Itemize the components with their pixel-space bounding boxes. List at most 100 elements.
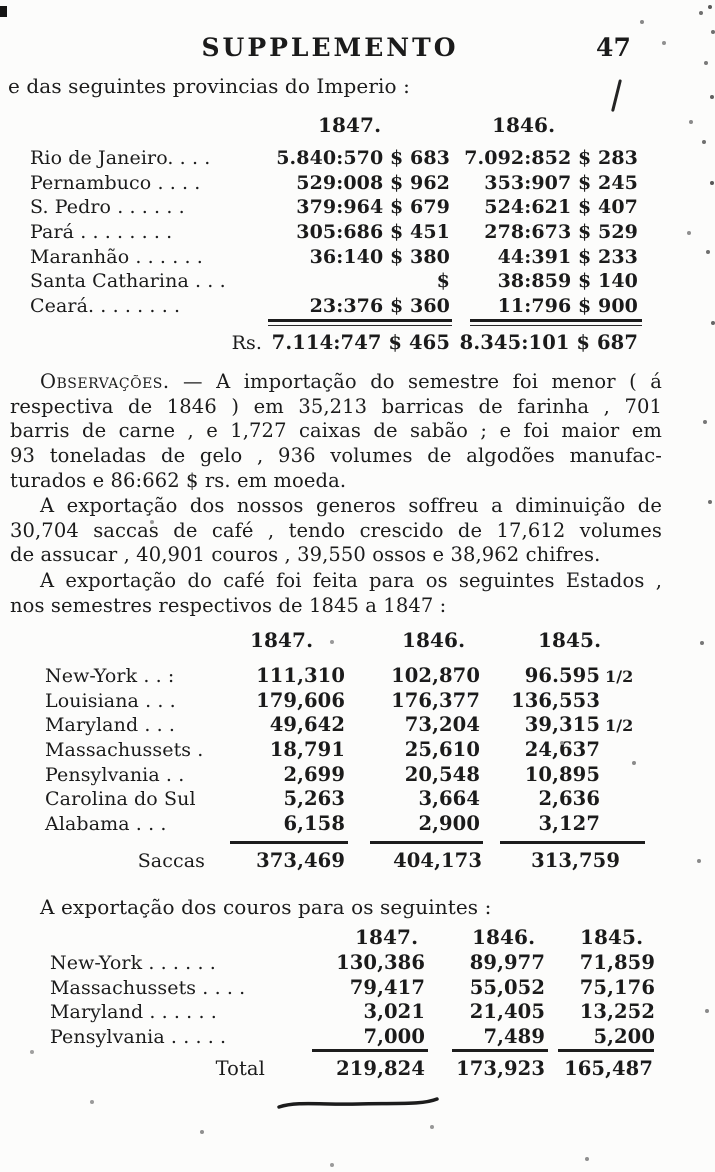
column-rule	[500, 841, 645, 844]
value-1846: 278:673 $ 529	[484, 221, 638, 244]
column-rule	[470, 319, 642, 322]
table-row: Pensylvania . . . . . 7,000 7,489 5,200	[50, 1025, 655, 1050]
paragraph-line: turados e 86:662 $ rs. em moeda.	[10, 468, 347, 492]
page-number: 47	[596, 33, 631, 62]
value-1846: 7.092:852 $ 283	[464, 147, 638, 169]
cafe-year-1846: 1846.	[402, 628, 466, 652]
value-1847: 79,417	[349, 975, 425, 999]
value-number: 24,637	[524, 738, 600, 762]
paragraph-line: de assucar , 40,901 couros , 39,550 osso…	[10, 543, 601, 567]
value-1846: 25,610	[404, 738, 480, 762]
cafe-total-row: Saccas 373,469 404,173 313,759	[45, 849, 645, 872]
imports-total-row: Rs. 7.114:747 $ 465 8.345:101 $ 687	[30, 331, 638, 354]
value-1847: 130,386	[336, 951, 425, 974]
state-label: Alabama . . .	[45, 813, 167, 836]
total-label: Rs.	[231, 332, 262, 354]
state-label: Pensylvania . .	[45, 763, 185, 786]
value-1847: 36:140 $ 380	[309, 245, 450, 268]
value-1846: 89,977	[469, 951, 545, 974]
value-1847: 6,158	[283, 812, 345, 836]
couros-year-1845: 1845.	[580, 925, 644, 949]
value-1845: 13,252	[579, 1000, 655, 1024]
paragraph-line: nos semestres respectivos de 1845 a 1847…	[10, 593, 447, 617]
state-label: Maryland . . .	[45, 714, 176, 737]
couros-intro-text: A exportação dos couros para os seguinte…	[40, 895, 492, 919]
generos-paragraph: A exportação dos nossos generos soffreu …	[10, 494, 662, 568]
couros-total-row: Total 219,824 173,923 165,487	[50, 1057, 655, 1080]
total-label: Saccas	[137, 850, 205, 872]
observacoes-paragraph: Observações. — A importação do semestre …	[10, 370, 662, 494]
province-label: Maranhão . . . . . .	[30, 245, 203, 268]
table-row: S. Pedro . . . . . . 379:964 $ 679 524:6…	[30, 195, 638, 220]
paragraph-line: respectiva de 1846 ) em 35,213 barricas …	[10, 394, 662, 418]
imports-year-1847: 1847.	[318, 113, 382, 137]
total-1847: 7.114:747 $ 465	[271, 331, 450, 354]
cafe-table: New-York . . : 111,310 102,870 96.595 1/2…	[45, 664, 645, 837]
total-1845: 165,487	[564, 1057, 653, 1080]
table-row: Santa Catharina . . . $ 38:859 $ 140	[30, 269, 638, 294]
table-row: Ceará. . . . . . . . 23:376 $ 360 11:796…	[30, 294, 638, 319]
value-1847: 379:964 $ 679	[296, 196, 450, 219]
total-1847: 373,469	[256, 849, 345, 872]
column-rule	[470, 325, 642, 326]
value-1846: 21,405	[469, 1000, 545, 1024]
value-1846: 2,900	[418, 812, 480, 836]
state-label: Louisiana . . .	[45, 689, 176, 712]
table-row: New-York . . : 111,310 102,870 96.595 1/2	[45, 664, 645, 689]
table-row: New-York . . . . . . 130,386 89,977 71,8…	[50, 951, 655, 976]
value-1847: 2,699	[283, 762, 345, 786]
state-label: New-York . . . . . .	[50, 952, 216, 974]
table-row: Carolina do Sul 5,263 3,664 2,636	[45, 787, 645, 812]
value-1847: 3,021	[363, 1000, 425, 1024]
column-rule	[452, 1049, 548, 1052]
value-1847: 5.840:570 $ 683	[276, 147, 450, 169]
couros-table: New-York . . . . . . 130,386 89,977 71,8…	[50, 951, 655, 1050]
value-1845: 2,636	[480, 787, 600, 812]
state-label: Pensylvania . . . . .	[50, 1026, 227, 1049]
value-1846: 102,870	[391, 664, 480, 687]
total-1846: 404,173	[393, 849, 482, 872]
table-row: Maryland . . . 49,642 73,204 39,315 1/2	[45, 713, 645, 738]
intro-text: e das seguintes provincias do Imperio :	[8, 74, 410, 98]
column-rule	[370, 841, 483, 844]
total-label: Total	[215, 1057, 265, 1080]
value-1846: 524:621 $ 407	[484, 196, 638, 219]
total-1846: 8.345:101 $ 687	[459, 331, 638, 354]
state-label: Massachussets . . . .	[50, 976, 246, 999]
value-1847: 49,642	[269, 713, 345, 737]
value-1846: 7,489	[483, 1025, 545, 1049]
value-number: 96.595	[524, 664, 600, 687]
page-title: SUPPLEMENTO	[201, 33, 459, 62]
value-fraction: 1/2	[605, 716, 634, 736]
table-row: Massachussets . 18,791 25,610 24,637	[45, 738, 645, 763]
flourish-rule	[277, 1097, 439, 1109]
value-number: 10,895	[524, 762, 600, 786]
province-label: Santa Catharina . . .	[30, 270, 226, 293]
value-number: 3,127	[538, 812, 600, 836]
cafe-intro-paragraph: A exportação do café foi feita para os s…	[10, 569, 662, 618]
value-1846: 20,548	[404, 762, 480, 786]
value-1846: 176,377	[391, 688, 480, 712]
value-1847: 111,310	[256, 664, 345, 687]
value-1846: 11:796 $ 900	[497, 295, 638, 318]
cafe-year-1845: 1845.	[538, 628, 602, 652]
couros-year-1846: 1846.	[472, 925, 536, 949]
value-number: 2,636	[538, 787, 600, 811]
total-1847: 219,824	[336, 1057, 425, 1080]
state-label: Carolina do Sul	[45, 788, 196, 811]
value-1847: 529:008 $ 962	[296, 171, 450, 194]
scan-slash-mark	[611, 79, 622, 112]
value-1847: 7,000	[363, 1025, 425, 1049]
value-1846: 55,052	[469, 975, 545, 999]
state-label: Massachussets .	[45, 739, 204, 762]
cafe-year-1847: 1847.	[250, 628, 314, 652]
scan-speckles	[0, 0, 2, 2]
paragraph-text: — A importação do semestre foi menor ( á	[169, 370, 662, 393]
column-rule	[558, 1049, 654, 1052]
state-label: Maryland . . . . . .	[50, 1001, 217, 1024]
value-1846: 38:859 $ 140	[497, 270, 638, 293]
column-rule	[230, 841, 348, 844]
value-fraction: 1/2	[605, 667, 634, 686]
state-label: New-York . . :	[45, 665, 175, 687]
